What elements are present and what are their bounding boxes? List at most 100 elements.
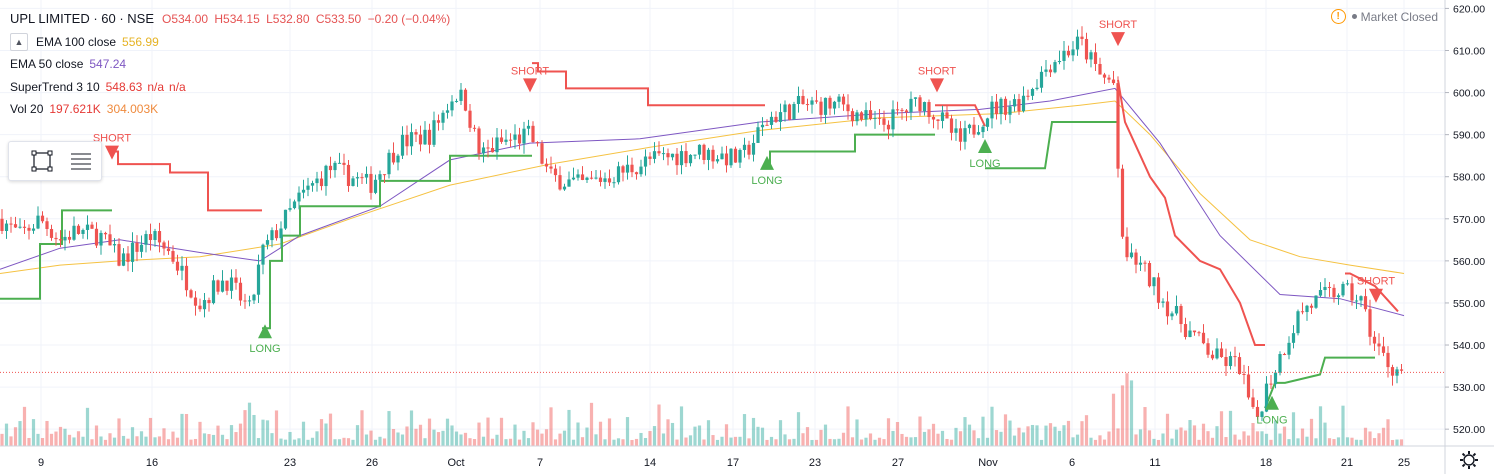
open-value: O534.00 — [162, 12, 209, 26]
candle-body — [144, 234, 148, 245]
candle-body — [1053, 62, 1057, 73]
volume-bar — [756, 426, 760, 446]
candle-body — [666, 153, 670, 158]
indicator-name: EMA 100 close — [36, 34, 117, 49]
chevron-up-icon[interactable]: ▲ — [10, 32, 28, 51]
candle-body — [1377, 343, 1381, 347]
volume-bar — [414, 428, 418, 446]
indicator-ema50[interactable]: EMA 50 close 547.24 — [10, 53, 453, 76]
candle-body — [490, 148, 495, 153]
candle-body — [139, 244, 144, 252]
volume-bar — [697, 425, 702, 446]
volume-bar — [796, 412, 801, 446]
volume-bar — [1291, 412, 1296, 446]
volume-bar — [36, 433, 40, 446]
candle-body — [864, 110, 868, 120]
volume-bar — [1354, 439, 1359, 446]
candle-body — [850, 111, 855, 122]
volume-bar — [220, 434, 225, 446]
price-axis[interactable]: 620.00 610.00 600.00 590.00 580.00 570.00 560.… — [1444, 0, 1494, 474]
symbol-title[interactable]: UPL LIMITED · 60 · NSE — [10, 11, 154, 26]
candle-body — [1197, 332, 1201, 334]
volume-bar — [837, 438, 841, 446]
candle-body — [922, 102, 927, 112]
volume-bar — [1017, 427, 1021, 446]
candle-body — [1399, 369, 1404, 371]
volume-bar — [1165, 413, 1170, 446]
volume-bar — [751, 417, 756, 446]
volume-bar — [1287, 439, 1291, 446]
candle-body — [643, 156, 648, 167]
rectangle-tool-icon[interactable] — [29, 148, 55, 174]
candle-body — [85, 224, 90, 230]
candle-body — [1075, 36, 1080, 50]
candle-body — [436, 120, 441, 123]
volume-bar — [648, 431, 652, 446]
volume-bar — [643, 437, 648, 446]
volume-bar — [247, 402, 252, 446]
time-axis[interactable]: 9 16 23 26 Oct 7 14 17 23 27 Nov 6 11 18 21 25 — [0, 445, 1494, 469]
volume-bar — [976, 438, 981, 446]
volume-bar — [553, 439, 558, 446]
volume-bar — [846, 406, 850, 446]
x-tick-label: 17 — [727, 457, 739, 469]
candle-body — [594, 177, 598, 179]
indicator-value: 548.63 — [105, 79, 143, 94]
volume-bar — [162, 428, 166, 446]
volume-bar — [1273, 420, 1278, 446]
y-tick-label: 580.00 — [1453, 172, 1485, 184]
volume-bar — [1138, 429, 1143, 446]
volume-bar — [1174, 429, 1179, 446]
volume-bar — [733, 436, 738, 446]
candle-body — [652, 151, 657, 159]
candle-body — [1111, 79, 1116, 84]
volume-bar — [1242, 431, 1246, 446]
long-signal-label: LONG — [249, 343, 280, 355]
change-value: −0.20 (−0.04%) — [367, 12, 451, 26]
candle-body — [1224, 357, 1228, 367]
volume-bar — [117, 418, 121, 446]
supertrend-up-segment — [765, 133, 935, 170]
candle-body — [274, 230, 279, 239]
volume-bar — [373, 439, 378, 446]
volume-bar — [1116, 428, 1120, 446]
candle-body — [1039, 71, 1044, 88]
candle-body — [319, 178, 324, 187]
volume-bar — [1201, 423, 1206, 446]
candle-body — [454, 100, 459, 102]
volume-bar — [954, 427, 958, 446]
volume-bar — [1215, 426, 1219, 446]
supertrend-down-segment — [1345, 272, 1399, 313]
market-status[interactable]: ! Market Closed — [1330, 9, 1438, 24]
volume-bar — [301, 421, 306, 446]
candle-body — [220, 280, 225, 292]
candle-body — [891, 109, 895, 130]
indicator-volume[interactable]: Vol 20 197.621K 304.003K — [10, 98, 453, 121]
volume-bar — [1323, 422, 1327, 446]
indicator-supertrend[interactable]: SuperTrend 3 10 548.63 n/a n/a — [10, 76, 453, 99]
volume-bar — [454, 431, 459, 446]
short-signal-arrow — [523, 78, 537, 93]
indicator-ema100[interactable]: ▲ EMA 100 close 556.99 — [10, 31, 453, 54]
candle-body — [715, 159, 720, 162]
candle-body — [270, 230, 274, 241]
y-tick-label: 530.00 — [1453, 382, 1485, 394]
volume-bar — [940, 430, 945, 446]
volume-bar — [234, 432, 238, 446]
volume-bar — [198, 421, 202, 446]
volume-bar — [1264, 433, 1269, 446]
indicator-value: 556.99 — [122, 34, 159, 49]
volume-bar — [639, 432, 643, 446]
candle-body — [855, 112, 859, 122]
volume-bar — [594, 434, 598, 446]
candle-body — [279, 228, 283, 239]
list-menu-icon[interactable] — [67, 148, 93, 174]
candle-body — [364, 173, 369, 178]
candlestick-series — [0, 26, 1404, 422]
volume-bar — [1309, 418, 1314, 446]
volume-bar — [193, 438, 198, 446]
candle-body — [1143, 262, 1147, 264]
candle-body — [792, 104, 796, 120]
gear-icon[interactable] — [1458, 449, 1480, 471]
